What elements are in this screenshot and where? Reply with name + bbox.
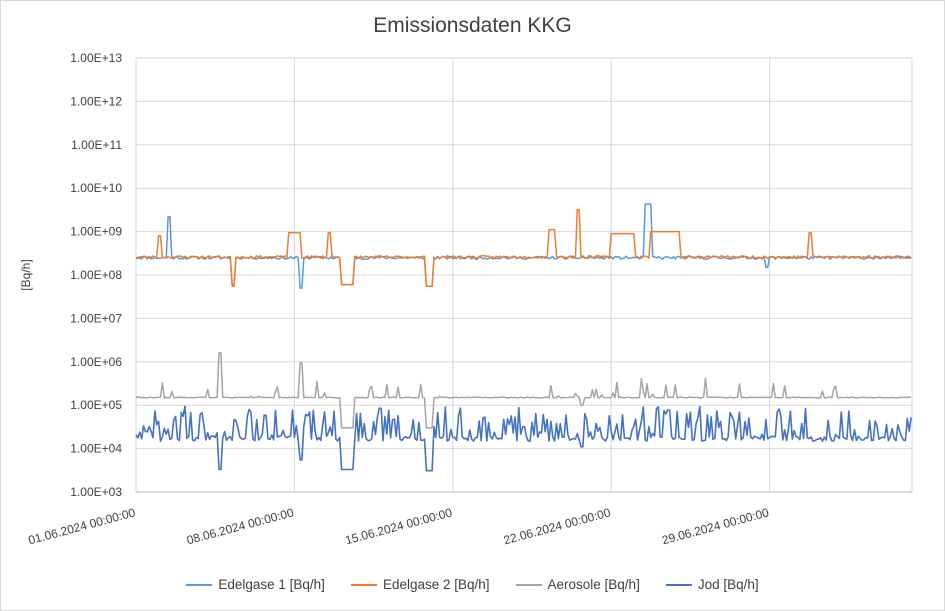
y-tick-label: 1.00E+13 xyxy=(70,51,122,65)
legend: Edelgase 1 [Bq/h] Edelgase 2 [Bq/h] Aeroso… xyxy=(0,577,945,592)
x-tick-label: 22.06.2024 00:00:00 xyxy=(502,505,612,547)
series-group xyxy=(135,203,912,472)
chart-title: Emissionsdaten KKG xyxy=(373,14,572,37)
legend-label: Aerosole [Bq/h] xyxy=(547,577,640,592)
series-line-2 xyxy=(135,352,912,429)
legend-item: Aerosole [Bq/h] xyxy=(515,577,640,592)
y-tick-label: 1.00E+07 xyxy=(70,311,122,325)
legend-item: Jod [Bq/h] xyxy=(665,577,759,592)
y-tick-label: 1.00E+12 xyxy=(70,94,122,108)
y-axis-ticks: 1.00E+03 1.00E+04 1.00E+05 1.00E+06 1.00E+07… xyxy=(70,51,122,499)
legend-swatch xyxy=(350,583,377,586)
series-line-3 xyxy=(135,405,912,472)
y-tick-label: 1.00E+03 xyxy=(70,485,122,499)
series-line-1 xyxy=(135,208,912,288)
legend-label: Edelgase 1 [Bq/h] xyxy=(218,577,325,592)
y-tick-label: 1.00E+05 xyxy=(70,398,122,412)
legend-swatch xyxy=(515,583,542,586)
x-tick-label: 08.06.2024 00:00:00 xyxy=(185,505,295,547)
gridlines xyxy=(135,57,913,493)
chart-svg: 1.00E+03 1.00E+04 1.00E+05 1.00E+06 1.00E+07… xyxy=(19,51,913,547)
x-tick-label: 29.06.2024 00:00:00 xyxy=(660,505,770,547)
legend-item: Edelgase 2 [Bq/h] xyxy=(350,577,490,592)
y-tick-label: 1.00E+04 xyxy=(70,442,122,456)
y-tick-label: 1.00E+08 xyxy=(70,268,122,282)
legend-swatch xyxy=(186,583,213,586)
y-tick-label: 1.00E+09 xyxy=(70,225,122,239)
legend-swatch xyxy=(665,583,692,586)
y-axis-label: [Bq/h] xyxy=(19,259,33,290)
x-axis-ticks: 01.06.2024 00:00:00 08.06.2024 00:00:00 15… xyxy=(27,505,771,547)
legend-label: Jod [Bq/h] xyxy=(697,577,759,592)
y-tick-label: 1.00E+10 xyxy=(70,181,122,195)
y-tick-label: 1.00E+11 xyxy=(71,138,122,152)
legend-item: Edelgase 1 [Bq/h] xyxy=(186,577,325,592)
x-tick-label: 01.06.2024 00:00:00 xyxy=(27,505,137,547)
y-tick-label: 1.00E+06 xyxy=(70,355,122,369)
legend-label: Edelgase 2 [Bq/h] xyxy=(382,577,490,592)
x-tick-label: 15.06.2024 00:00:00 xyxy=(344,505,454,547)
